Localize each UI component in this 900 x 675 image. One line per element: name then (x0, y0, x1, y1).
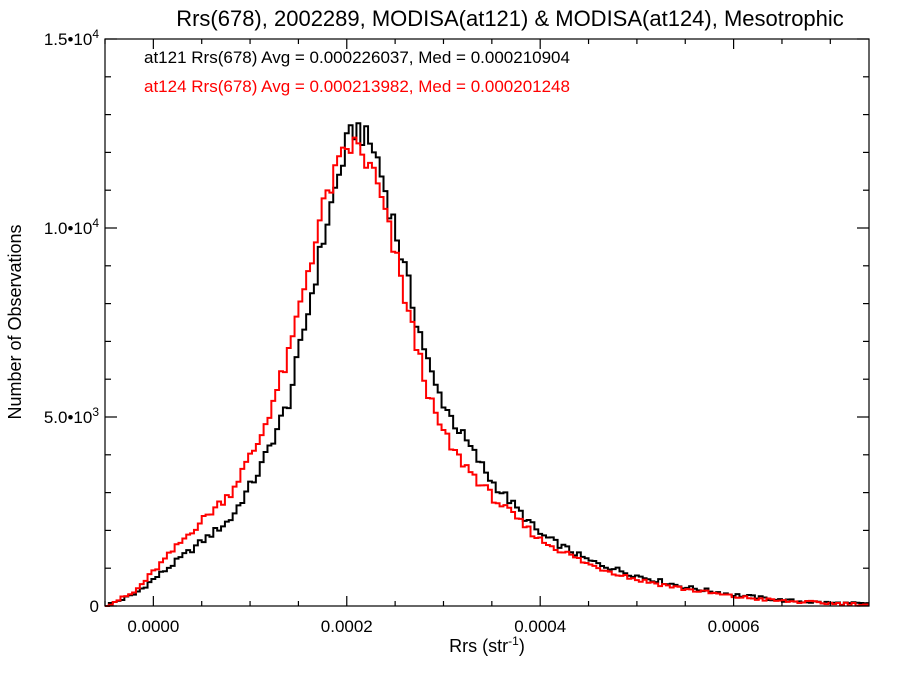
x-tick-label: 0.0000 (127, 617, 179, 636)
plot-frame (104, 38, 870, 607)
y-axis: 0 5.0•103 1.0•104 1.5•104 (44, 27, 869, 616)
y-tick-label: 0 (90, 597, 99, 616)
x-axis-label-close: ) (519, 636, 525, 656)
x-axis: 0.0000 0.0002 0.0004 0.0006 (104, 39, 831, 636)
x-axis-label: Rrs (str-1) (449, 634, 525, 656)
series-line-1 (105, 136, 869, 607)
annotation-at124: at124 Rrs(678) Avg = 0.000213982, Med = … (144, 77, 570, 96)
x-axis-label-text: Rrs (str (449, 636, 508, 656)
annotation-at121: at121 Rrs(678) Avg = 0.000226037, Med = … (144, 48, 570, 67)
y-tick-label: 5.0•103 (44, 405, 100, 427)
series-line-0 (105, 122, 869, 607)
x-tick-label: 0.0002 (321, 617, 373, 636)
y-tick-label: 1.5•104 (44, 27, 100, 49)
x-tick-label: 0.0006 (708, 617, 760, 636)
chart-title: Rrs(678), 2002289, MODISA(at121) & MODIS… (176, 6, 844, 31)
y-axis-label: Number of Observations (5, 224, 25, 419)
x-tick-label: 0.0004 (514, 617, 566, 636)
y-tick-label: 1.0•104 (44, 216, 100, 238)
x-axis-label-sup: -1 (508, 634, 519, 648)
series-layer (105, 122, 869, 607)
